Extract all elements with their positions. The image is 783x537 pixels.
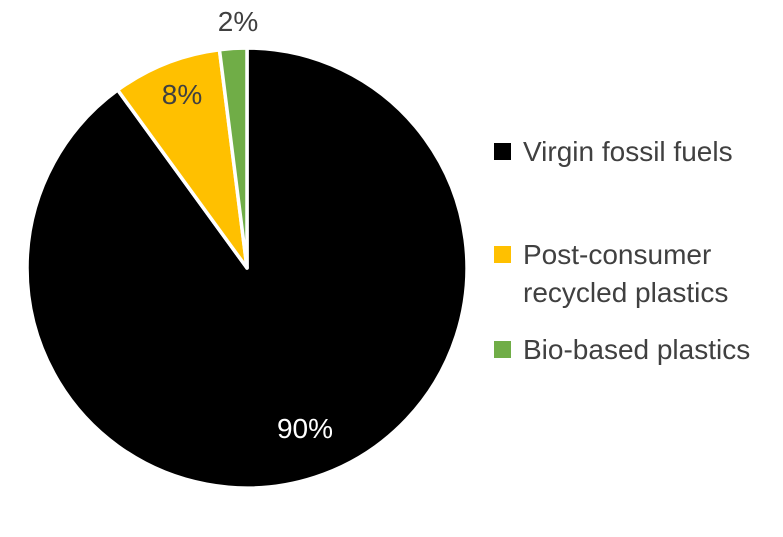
legend-swatch-bio-based-plastics bbox=[494, 341, 511, 358]
pie-slice-bio-based-plastics[interactable] bbox=[217, 46, 249, 270]
pie-slice-post-consumer-recycled-plastics[interactable] bbox=[115, 47, 249, 270]
legend-item-post-consumer-recycled-plastics[interactable]: Post-consumer recycled plastics bbox=[494, 236, 781, 312]
legend-label-virgin-fossil-fuels: Virgin fossil fuels bbox=[523, 136, 733, 167]
legend-label-bio-based-plastics: Bio-based plastics bbox=[523, 334, 751, 365]
data-label-bio-based-plastics: 2% bbox=[217, 6, 259, 37]
data-label-virgin-fossil-fuels: 90% bbox=[276, 413, 334, 444]
data-label-post-consumer-recycled-plastics: 8% bbox=[161, 79, 203, 110]
legend-swatch-post-consumer-recycled-plastics bbox=[494, 246, 511, 263]
legend-item-virgin-fossil-fuels[interactable]: Virgin fossil fuels bbox=[494, 133, 781, 171]
pie-plot-area bbox=[25, 46, 469, 490]
legend-item-bio-based-plastics[interactable]: Bio-based plastics bbox=[494, 331, 781, 369]
legend-label-post-consumer-recycled-plastics: Post-consumer recycled plastics bbox=[523, 239, 729, 308]
legend-swatch-virgin-fossil-fuels bbox=[494, 143, 511, 160]
chart-legend: Virgin fossil fuels Post-consumer recycl… bbox=[494, 0, 783, 537]
